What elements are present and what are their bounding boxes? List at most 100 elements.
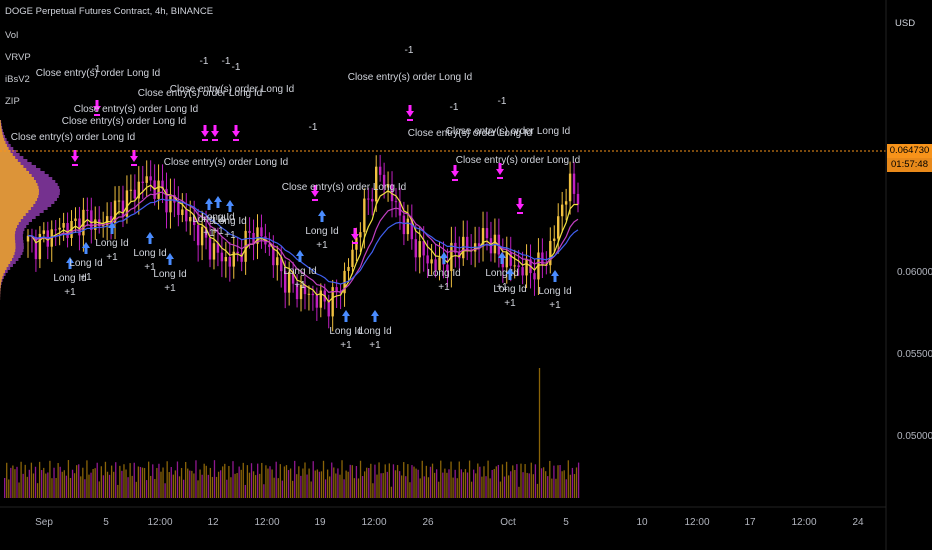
volume-bar (220, 470, 222, 498)
candle-body (145, 176, 148, 183)
currency-unit[interactable]: USD (895, 18, 916, 29)
long-entry-label: Long Id (493, 284, 526, 295)
volume-bar (125, 469, 127, 498)
volume-bar (170, 466, 172, 498)
volume-profile (0, 120, 60, 300)
candle-body (248, 230, 251, 233)
volume-bar (67, 460, 70, 498)
candle-body (335, 287, 338, 292)
long-entry-label: Long Id (329, 326, 362, 337)
indicator-ibsv2[interactable]: iBsV2 (5, 74, 30, 85)
volume-bar (129, 463, 131, 498)
volume-bar (252, 471, 255, 498)
candle-body (513, 265, 516, 267)
volume-bar (378, 462, 380, 498)
volume-bar (470, 481, 473, 498)
volume-bar (394, 470, 397, 498)
candle-body (462, 236, 465, 259)
profile-bar-down (0, 144, 7, 147)
candle-body (434, 259, 437, 271)
volume-bar (145, 480, 148, 498)
indicator-zip[interactable]: ZIP (5, 96, 20, 107)
candle-body (564, 201, 568, 205)
candle-body (204, 226, 208, 238)
candle-body (177, 202, 180, 215)
long-entry-label: Long Id (153, 269, 186, 280)
volume-bar (267, 468, 269, 498)
candle-body (378, 166, 382, 175)
volume-bar (464, 469, 467, 498)
volume-bar (359, 460, 362, 498)
volume-bar (47, 472, 49, 498)
indicator-vrvp[interactable]: VRVP (5, 52, 31, 63)
candle-body (105, 216, 109, 226)
volume-bar (324, 479, 327, 498)
volume-bar (411, 465, 413, 498)
volume-bar (512, 465, 514, 498)
volume-bar (222, 466, 224, 498)
long-entry-arrow (440, 252, 448, 264)
profile-bar-down (0, 258, 12, 261)
profile-bar-down (0, 195, 39, 198)
profile-bar-down (0, 231, 16, 234)
volume-bar (78, 464, 80, 498)
candle-body (137, 181, 140, 199)
candle-body (426, 255, 429, 264)
volume-bar (380, 473, 382, 498)
volume-bar (292, 480, 294, 498)
volume-bar (549, 460, 551, 498)
candle-body (394, 201, 398, 203)
profile-bar-down (0, 243, 16, 246)
volume-bar (368, 468, 370, 498)
candle-body (327, 301, 330, 317)
volume-bar (468, 460, 471, 498)
volume-bar (573, 474, 576, 498)
volume-bar (577, 462, 580, 498)
candle-body (283, 271, 287, 293)
candle-body (553, 238, 556, 241)
candle-body (133, 189, 137, 199)
profile-bar-down (0, 171, 30, 174)
volume-bar (261, 462, 263, 498)
volume-bar (448, 469, 450, 498)
volume-bar (205, 465, 207, 498)
volume-bar (187, 468, 189, 498)
volume-bar (273, 477, 275, 498)
volume-bar (123, 464, 125, 498)
volume-bar (59, 466, 61, 498)
profile-bar-down (0, 228, 16, 231)
candle-body (319, 290, 323, 308)
close-order-label: Close entry(s) order Long Id (74, 104, 199, 115)
candle-body (189, 216, 192, 222)
long-entry-qty: +1 (144, 262, 156, 273)
close-order-qty: -1 (232, 62, 241, 73)
volume-bar (22, 473, 24, 498)
volume-bar (38, 461, 41, 498)
volume-bar (343, 479, 345, 498)
close-order-bar (233, 139, 239, 141)
candle-body (386, 183, 390, 188)
profile-bar-down (0, 264, 9, 267)
candle-body (505, 252, 508, 268)
volume-bar (345, 470, 347, 498)
volume-bar (304, 462, 306, 498)
volume-bar (547, 476, 549, 498)
candle-body (402, 215, 406, 235)
profile-bar-down (0, 126, 2, 129)
candle-body (367, 198, 370, 200)
volume-bar (279, 464, 281, 498)
volume-bar (84, 479, 86, 498)
volume-bar (197, 480, 199, 498)
indicator-vol[interactable]: Vol (5, 30, 19, 41)
long-entry-arrow (371, 310, 379, 322)
candle-body (485, 228, 489, 239)
volume-bar (98, 481, 100, 498)
volume-bar (158, 463, 160, 498)
x-tick-label: 26 (422, 517, 434, 528)
volume-bar (306, 474, 308, 498)
long-entry-label: Long Id (53, 273, 86, 284)
close-order-label: Close entry(s) order Long Id (138, 88, 263, 99)
x-tick-label: 17 (744, 517, 756, 528)
